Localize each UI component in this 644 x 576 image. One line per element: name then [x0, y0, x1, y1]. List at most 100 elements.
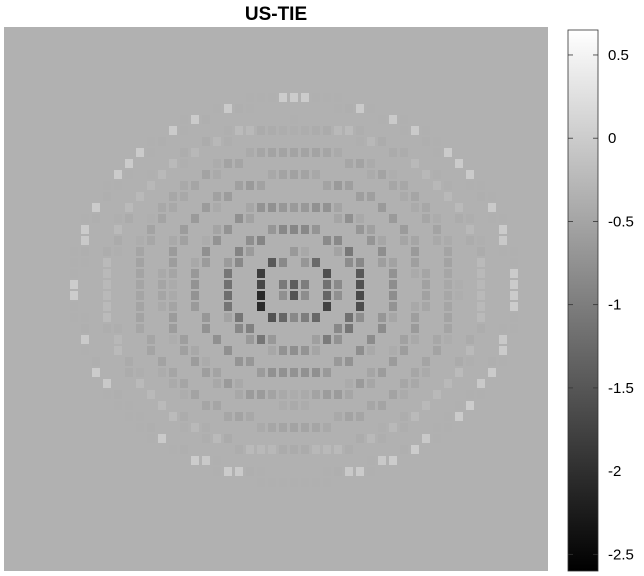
heatmap-cell — [433, 335, 441, 344]
heatmap-cell — [81, 258, 89, 267]
heatmap-cell — [213, 159, 221, 168]
heatmap-cell — [279, 390, 287, 399]
heatmap-cell — [301, 401, 309, 410]
heatmap-cell — [202, 423, 210, 432]
heatmap-cell — [345, 126, 353, 135]
heatmap-cell — [499, 247, 507, 256]
heatmap-cell — [301, 445, 309, 454]
heatmap-cell — [290, 423, 298, 432]
heatmap-cell — [356, 159, 364, 168]
heatmap-cell — [433, 346, 441, 355]
heatmap-cell — [268, 445, 276, 454]
heatmap-cell — [389, 214, 397, 223]
heatmap-cell — [466, 214, 474, 223]
heatmap-cell — [169, 258, 177, 267]
heatmap-cell — [180, 390, 188, 399]
heatmap-cell — [444, 269, 452, 278]
heatmap-cell — [323, 236, 331, 245]
heatmap-cell — [224, 434, 232, 443]
heatmap-cell — [466, 236, 474, 245]
heatmap-cell — [422, 126, 430, 135]
colorbar-tick-label: -1.5 — [608, 380, 634, 397]
heatmap-cell — [323, 390, 331, 399]
heatmap-cell — [367, 159, 375, 168]
heatmap-cell — [70, 269, 78, 278]
heatmap-cell — [323, 302, 331, 311]
heatmap-cell — [301, 258, 309, 267]
heatmap-cell — [191, 258, 199, 267]
colorbar-tick-label: 0.5 — [608, 47, 629, 64]
heatmap-cell — [323, 291, 331, 300]
heatmap-cell — [158, 269, 166, 278]
heatmap-cell — [323, 93, 331, 102]
heatmap-cell — [378, 247, 386, 256]
heatmap-cell — [202, 247, 210, 256]
heatmap-cell — [312, 170, 320, 179]
heatmap-cell — [312, 346, 320, 355]
heatmap-cell — [169, 335, 177, 344]
heatmap-cell — [290, 445, 298, 454]
heatmap-cell — [235, 313, 243, 322]
heatmap-cell — [246, 335, 254, 344]
heatmap-cell — [312, 126, 320, 135]
heatmap-cell — [411, 302, 419, 311]
heatmap-cell — [279, 126, 287, 135]
heatmap-cell — [191, 390, 199, 399]
heatmap-cell — [367, 104, 375, 113]
heatmap-cell — [334, 126, 342, 135]
heatmap-cell — [444, 148, 452, 157]
heatmap-cell — [257, 423, 265, 432]
heatmap-cell — [389, 390, 397, 399]
heatmap-cell — [510, 313, 518, 322]
heatmap-cell — [477, 313, 485, 322]
heatmap-cell — [290, 478, 298, 487]
heatmap-cell — [103, 258, 111, 267]
heatmap-cell — [191, 291, 199, 300]
heatmap-cell — [169, 379, 177, 388]
heatmap-cell — [367, 335, 375, 344]
heatmap-cell — [147, 390, 155, 399]
heatmap-cell — [345, 412, 353, 421]
heatmap-cell — [169, 445, 177, 454]
heatmap-cell — [180, 126, 188, 135]
heatmap-cell — [257, 291, 265, 300]
heatmap-cell — [389, 148, 397, 157]
heatmap-cell — [246, 390, 254, 399]
heatmap-cell — [411, 247, 419, 256]
heatmap-cell — [455, 291, 463, 300]
heatmap-cell — [202, 456, 210, 465]
heatmap-cell — [356, 280, 364, 289]
heatmap-cell — [477, 280, 485, 289]
heatmap-cell — [422, 203, 430, 212]
heatmap-cell — [378, 115, 386, 124]
heatmap-cell — [279, 313, 287, 322]
heatmap-cell — [136, 368, 144, 377]
heatmap-cell — [268, 335, 276, 344]
heatmap-cell — [268, 390, 276, 399]
heatmap-cell — [158, 203, 166, 212]
heatmap-cell — [114, 346, 122, 355]
heatmap-cell — [202, 137, 210, 146]
heatmap-cell — [268, 258, 276, 267]
heatmap-cell — [114, 236, 122, 245]
heatmap-cell — [103, 324, 111, 333]
heatmap-cell — [290, 368, 298, 377]
heatmap-cell — [279, 478, 287, 487]
heatmap-cell — [400, 192, 408, 201]
heatmap-cell — [378, 170, 386, 179]
colorbar-ticks: 0.5 0 -0.5 -1 -1.5 -2 -2.5 — [568, 47, 634, 563]
heatmap-cell — [367, 379, 375, 388]
heatmap-cell — [356, 313, 364, 322]
heatmap-cell — [345, 467, 353, 476]
heatmap-cell — [191, 423, 199, 432]
heatmap-cell — [279, 423, 287, 432]
heatmap-cell — [246, 104, 254, 113]
heatmap-cell — [279, 93, 287, 102]
heatmap-cell — [213, 401, 221, 410]
heatmap-cell — [235, 159, 243, 168]
heatmap-cell — [356, 192, 364, 201]
heatmap-cell — [433, 148, 441, 157]
heatmap-cell — [202, 115, 210, 124]
heatmap-cell — [389, 423, 397, 432]
heatmap-cell — [169, 412, 177, 421]
